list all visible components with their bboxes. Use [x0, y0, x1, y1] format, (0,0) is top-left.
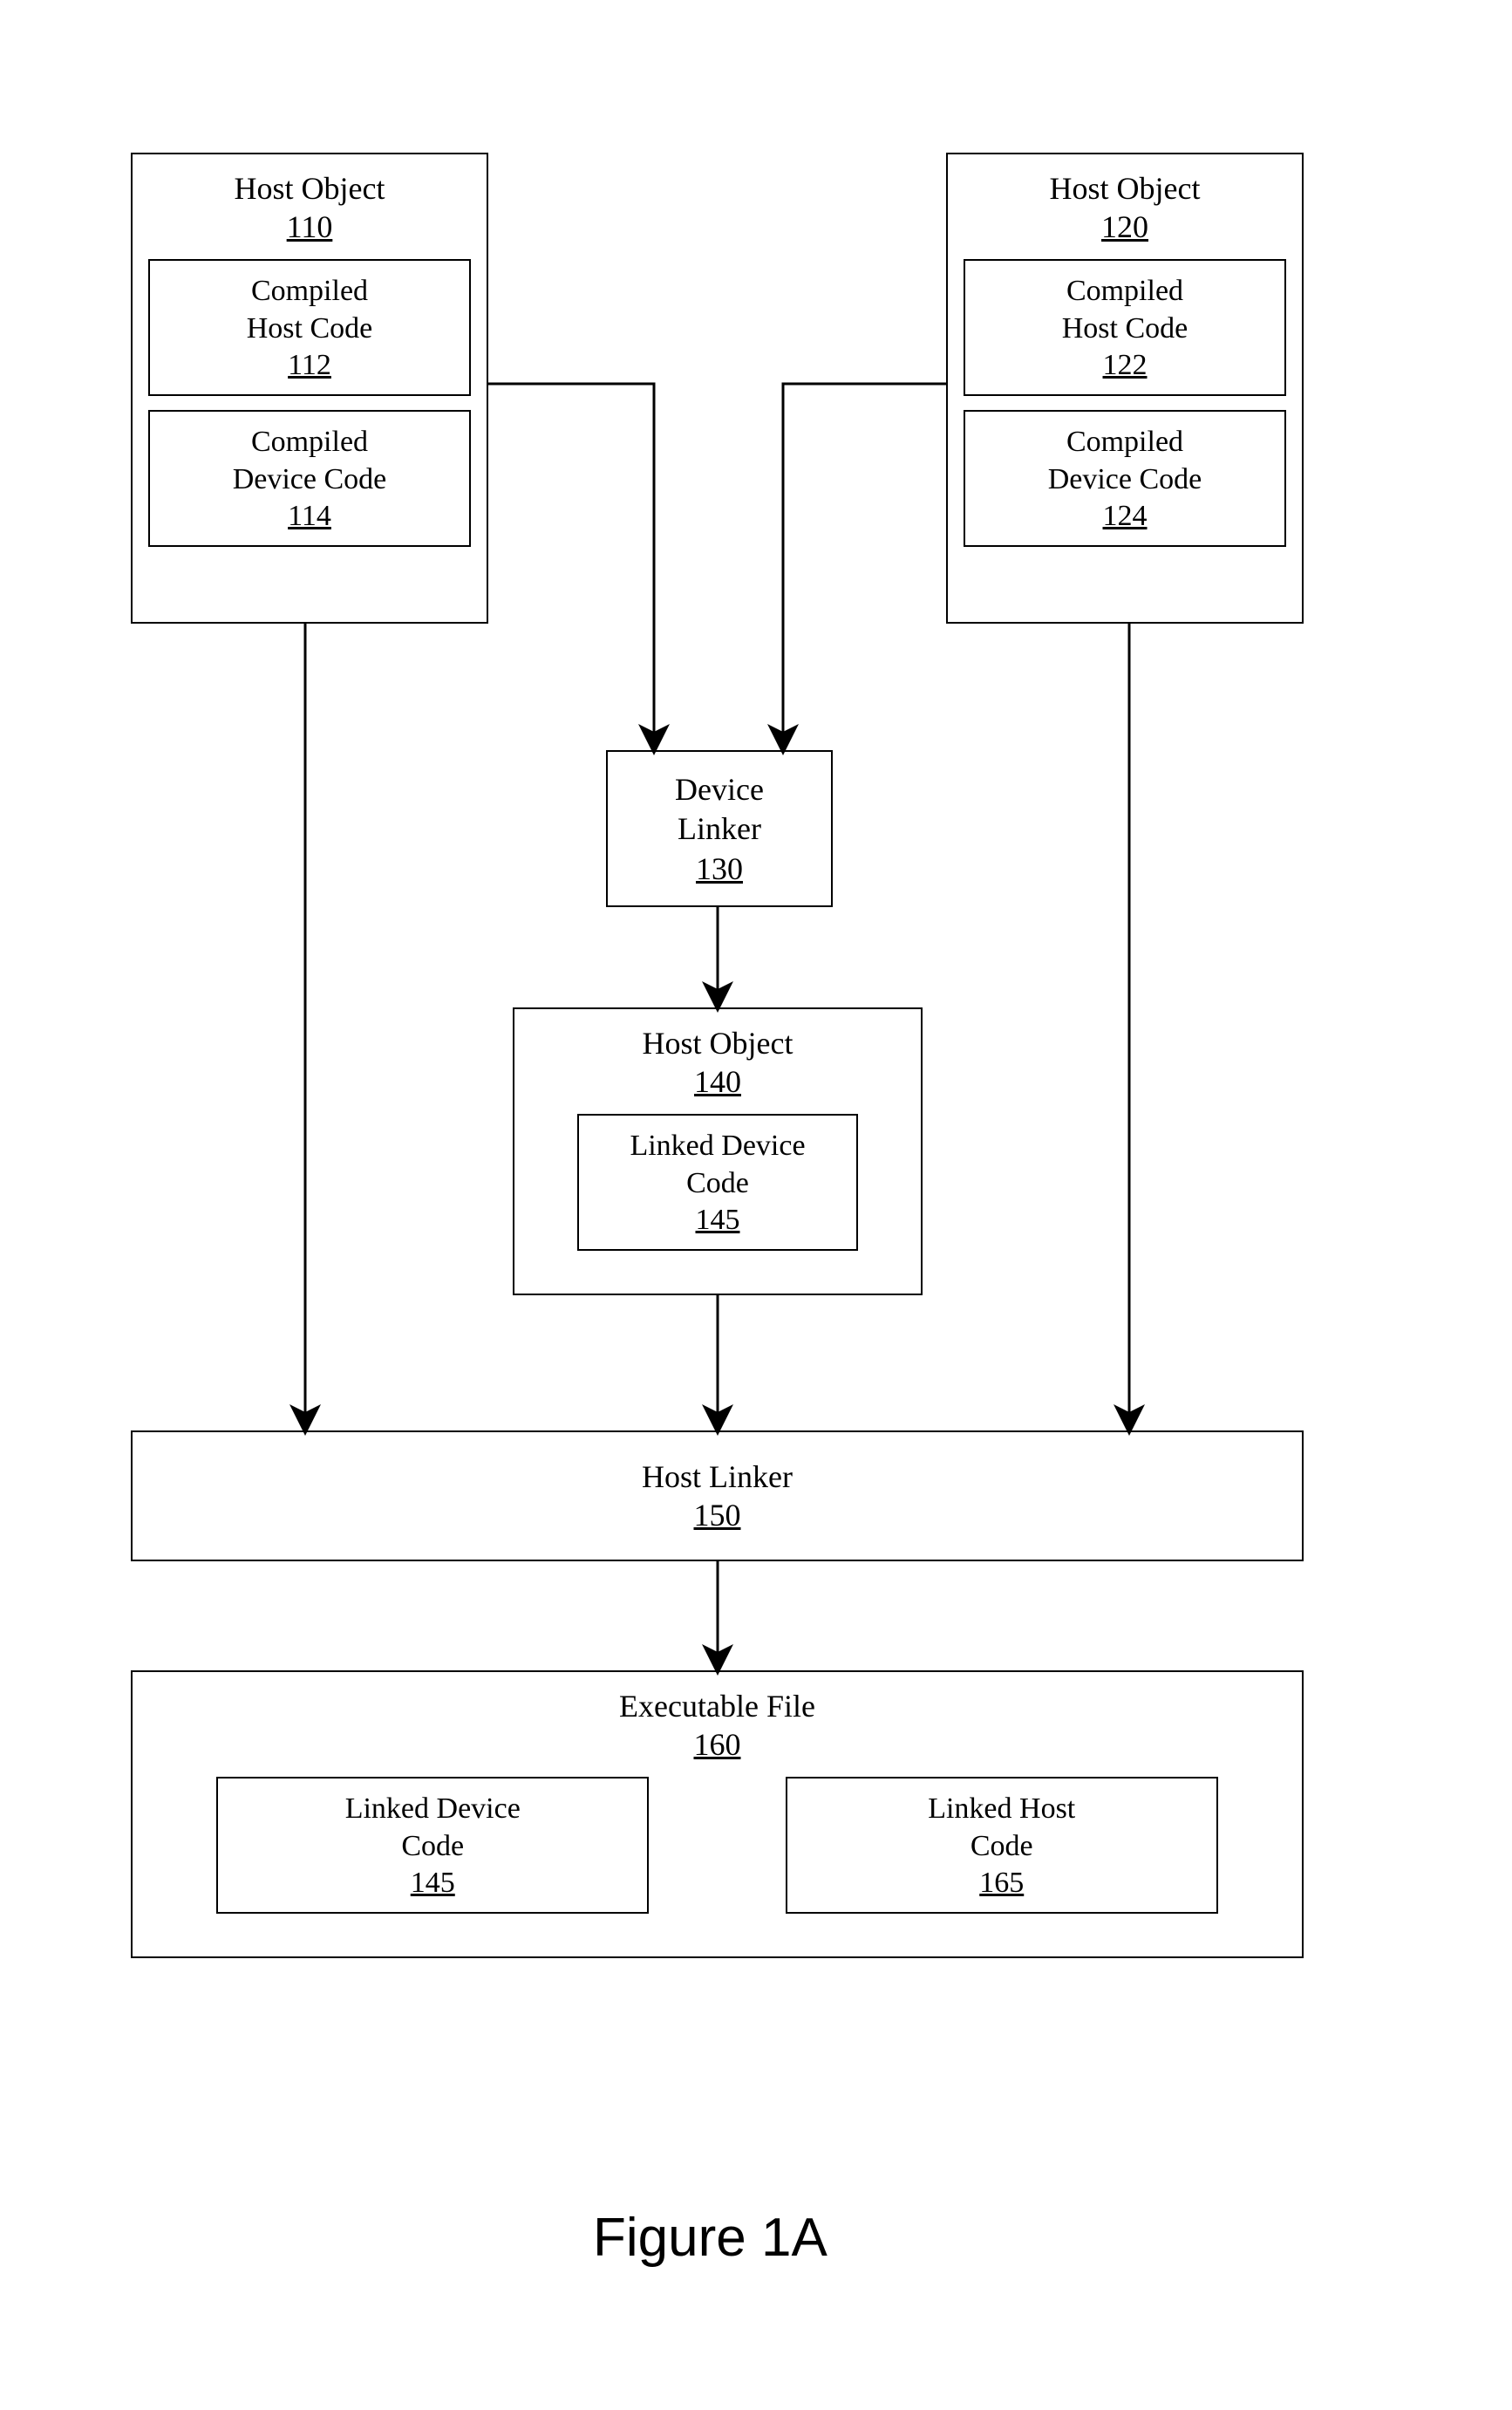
host-object-140-num: 140 — [694, 1063, 741, 1100]
linked-host-code-165-title: Linked Host Code — [796, 1791, 1208, 1865]
edge-host_obj_110-to-device_linker — [488, 384, 654, 750]
host-object-140: Host Object 140 Linked Device Code 145 — [513, 1007, 923, 1295]
linked-device-code-145-num: 145 — [588, 1204, 848, 1237]
linked-device-code-145b-title: Linked Device Code — [227, 1791, 638, 1865]
host-linker-150-title: Host Linker — [642, 1458, 793, 1495]
compiled-host-code-122-title: Compiled Host Code — [974, 273, 1276, 347]
device-linker-130-num: 130 — [696, 850, 743, 887]
device-linker-130: Device Linker 130 — [606, 750, 833, 907]
compiled-device-code-124: Compiled Device Code 124 — [964, 410, 1286, 547]
linked-device-code-145b-num: 145 — [227, 1867, 638, 1900]
compiled-device-code-114-num: 114 — [159, 500, 460, 533]
figure-caption: Figure 1A — [593, 2207, 828, 2269]
compiled-host-code-122-num: 122 — [974, 349, 1276, 382]
linked-host-code-165: Linked Host Code 165 — [786, 1777, 1218, 1914]
device-linker-130-title: Device Linker — [675, 770, 764, 849]
host-object-110-num: 110 — [287, 208, 333, 245]
compiled-device-code-114-title: Compiled Device Code — [159, 424, 460, 498]
host-object-120-num: 120 — [1101, 208, 1148, 245]
executable-file-160: Executable File 160 Linked Device Code 1… — [131, 1670, 1304, 1958]
host-object-120: Host Object 120 Compiled Host Code 122 C… — [946, 153, 1304, 624]
compiled-device-code-124-title: Compiled Device Code — [974, 424, 1276, 498]
host-linker-150-num: 150 — [694, 1497, 741, 1533]
host-object-110: Host Object 110 Compiled Host Code 112 C… — [131, 153, 488, 624]
host-object-110-title: Host Object — [235, 170, 385, 207]
compiled-host-code-122: Compiled Host Code 122 — [964, 259, 1286, 396]
host-object-140-title: Host Object — [643, 1025, 793, 1062]
compiled-device-code-124-num: 124 — [974, 500, 1276, 533]
compiled-host-code-112: Compiled Host Code 112 — [148, 259, 471, 396]
compiled-device-code-114: Compiled Device Code 114 — [148, 410, 471, 547]
edge-host_obj_120-to-device_linker — [783, 384, 946, 750]
executable-file-160-title: Executable File — [619, 1688, 815, 1724]
linked-device-code-145: Linked Device Code 145 — [577, 1114, 859, 1251]
compiled-host-code-112-num: 112 — [159, 349, 460, 382]
host-linker-150: Host Linker 150 — [131, 1430, 1304, 1561]
linked-host-code-165-num: 165 — [796, 1867, 1208, 1900]
linked-device-code-145-title: Linked Device Code — [588, 1128, 848, 1202]
host-object-120-title: Host Object — [1050, 170, 1201, 207]
executable-file-160-num: 160 — [694, 1726, 741, 1763]
linked-device-code-145b: Linked Device Code 145 — [216, 1777, 649, 1914]
compiled-host-code-112-title: Compiled Host Code — [159, 273, 460, 347]
